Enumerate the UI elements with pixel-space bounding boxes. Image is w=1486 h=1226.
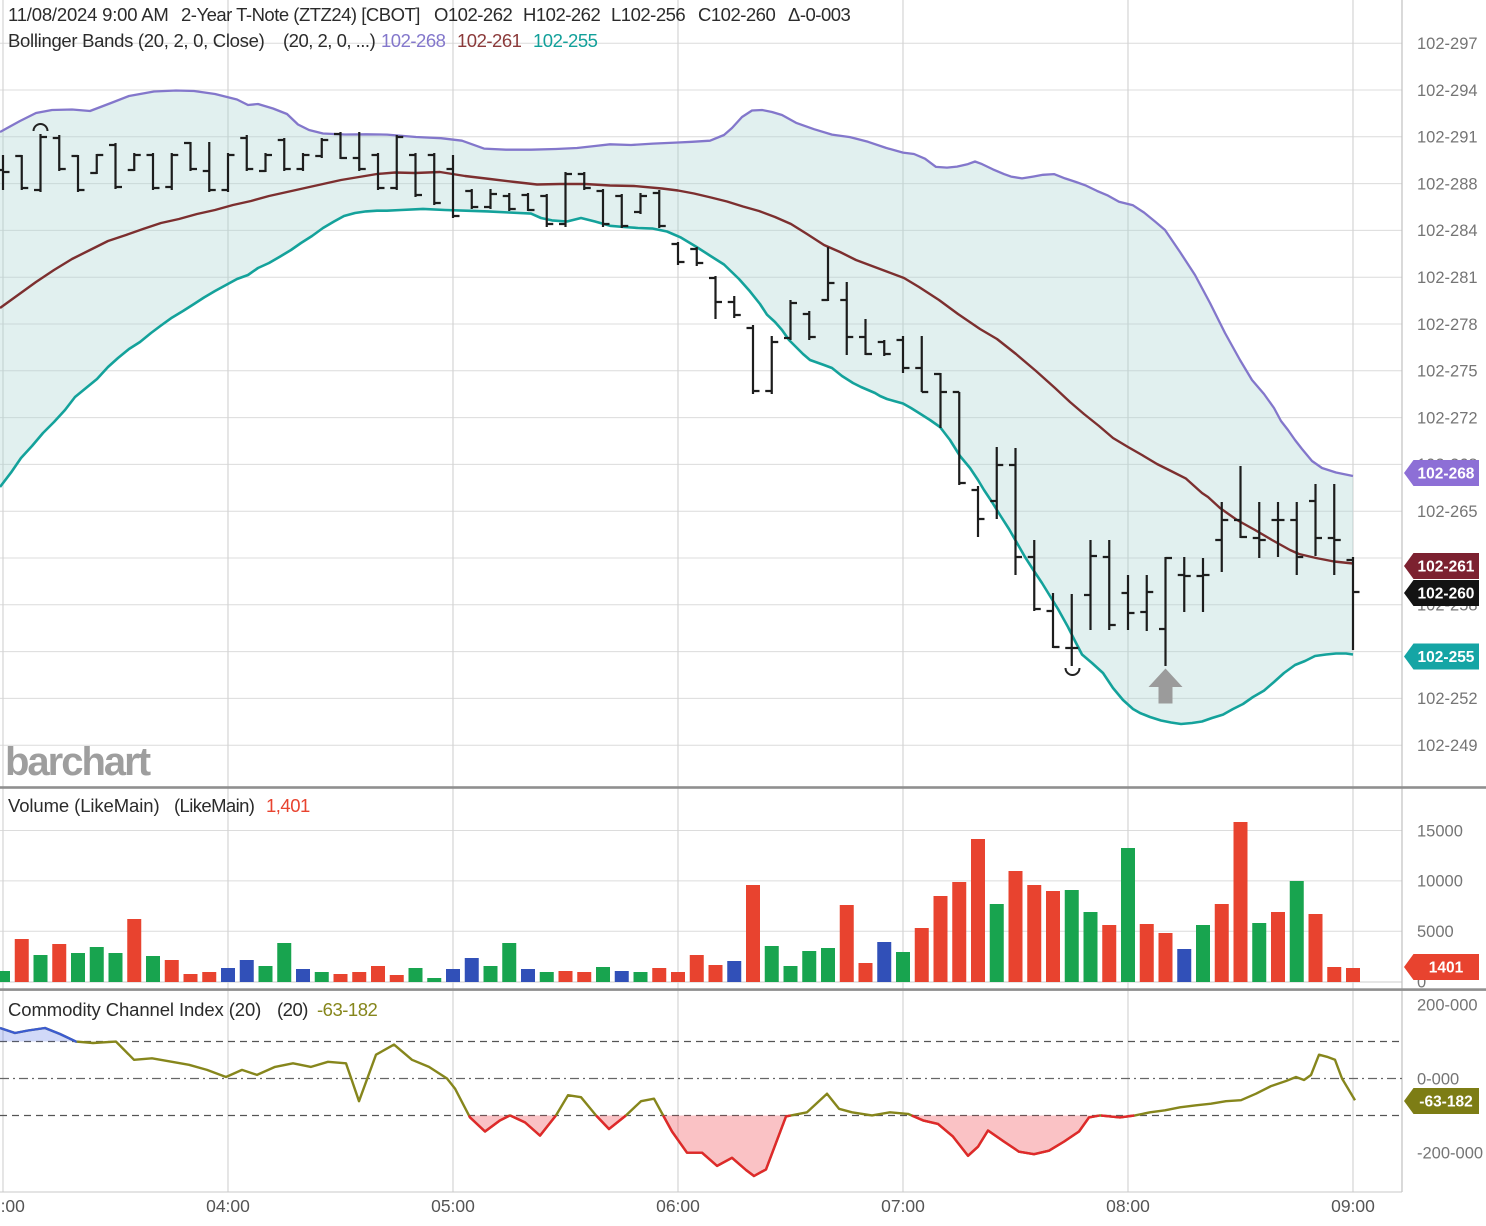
- svg-text:102-265: 102-265: [1417, 503, 1478, 521]
- svg-text:102-260: 102-260: [1418, 586, 1475, 603]
- svg-text:102-291: 102-291: [1417, 129, 1478, 147]
- svg-text:06:00: 06:00: [656, 1196, 700, 1216]
- svg-text:H102-262: H102-262: [523, 4, 600, 25]
- svg-text:03:00: 03:00: [0, 1196, 25, 1216]
- svg-text:Commodity Channel Index (20): Commodity Channel Index (20): [8, 999, 261, 1020]
- svg-text:-63-182: -63-182: [317, 999, 377, 1020]
- svg-text:05:00: 05:00: [431, 1196, 475, 1216]
- svg-text:102-281: 102-281: [1417, 269, 1478, 287]
- svg-text:11/08/2024 9:00 AM: 11/08/2024 9:00 AM: [8, 4, 169, 25]
- svg-text:-63-182: -63-182: [1419, 1094, 1472, 1111]
- svg-text:1,401: 1,401: [266, 795, 310, 816]
- svg-text:04:00: 04:00: [206, 1196, 250, 1216]
- svg-text:07:00: 07:00: [881, 1196, 925, 1216]
- svg-text:200-000: 200-000: [1417, 996, 1478, 1014]
- svg-text:102-268: 102-268: [1418, 466, 1475, 483]
- svg-text:10000: 10000: [1417, 873, 1463, 891]
- svg-text:L102-256: L102-256: [611, 4, 685, 25]
- svg-text:08:00: 08:00: [1106, 1196, 1150, 1216]
- svg-text:102-249: 102-249: [1417, 737, 1478, 755]
- svg-text:1401: 1401: [1429, 960, 1464, 977]
- svg-text:102-278: 102-278: [1417, 316, 1478, 334]
- svg-text:102-261: 102-261: [1418, 559, 1475, 576]
- svg-text:0-000: 0-000: [1417, 1070, 1459, 1088]
- svg-text:102-275: 102-275: [1417, 363, 1478, 381]
- svg-text:2-Year T-Note (ZTZ24) [CBOT]: 2-Year T-Note (ZTZ24) [CBOT]: [181, 4, 420, 25]
- svg-text:102-272: 102-272: [1417, 409, 1478, 427]
- svg-text:barchart: barchart: [5, 740, 151, 784]
- svg-text:-200-000: -200-000: [1417, 1144, 1483, 1162]
- svg-text:O102-262: O102-262: [434, 4, 512, 25]
- svg-text:(LikeMain): (LikeMain): [174, 795, 255, 816]
- svg-text:09:00: 09:00: [1331, 1196, 1375, 1216]
- svg-text:15000: 15000: [1417, 822, 1463, 840]
- svg-text:(20): (20): [277, 999, 308, 1020]
- svg-text:102-255: 102-255: [1418, 649, 1475, 666]
- svg-text:C102-260: C102-260: [698, 4, 775, 25]
- svg-text:Bollinger Bands (20, 2, 0, Clo: Bollinger Bands (20, 2, 0, Close): [8, 30, 265, 51]
- svg-text:102-294: 102-294: [1417, 82, 1478, 100]
- svg-text:(20, 2, 0, ...): (20, 2, 0, ...): [283, 30, 376, 51]
- svg-text:Δ-0-003: Δ-0-003: [788, 4, 851, 25]
- svg-text:102-288: 102-288: [1417, 175, 1478, 193]
- svg-text:5000: 5000: [1417, 923, 1454, 941]
- svg-text:102-268: 102-268: [381, 30, 446, 51]
- svg-text:102-297: 102-297: [1417, 35, 1478, 53]
- svg-text:102-284: 102-284: [1417, 222, 1478, 240]
- svg-text:Volume (LikeMain): Volume (LikeMain): [8, 795, 160, 816]
- svg-text:102-252: 102-252: [1417, 690, 1478, 708]
- svg-text:102-255: 102-255: [533, 30, 598, 51]
- svg-text:0: 0: [1417, 974, 1426, 992]
- svg-text:102-261: 102-261: [457, 30, 522, 51]
